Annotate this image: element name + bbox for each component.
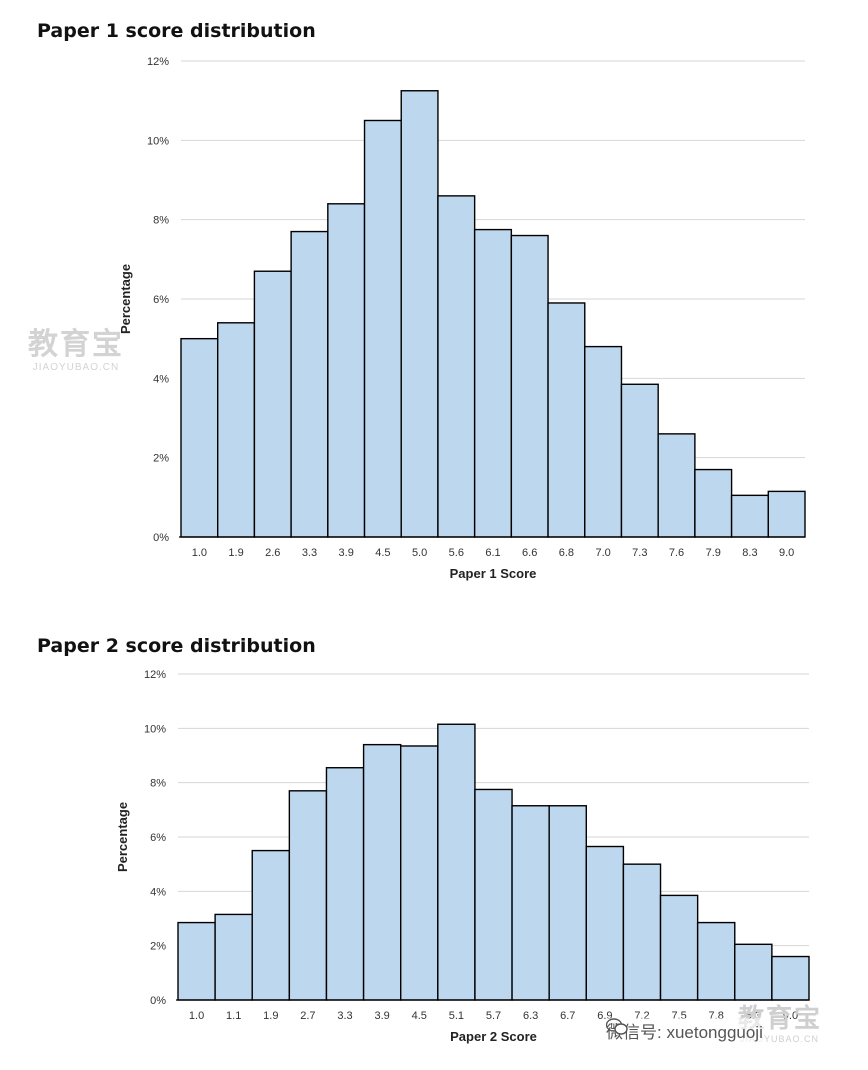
x-tick-label: 1.0: [189, 1010, 204, 1022]
chart-title: Paper 1 score distribution: [37, 20, 316, 42]
bar: [253, 270, 292, 538]
x-tick-label: 7.3: [632, 547, 647, 559]
bar: [511, 805, 550, 1001]
x-tick-label: 3.9: [374, 1010, 389, 1022]
bar: [584, 345, 623, 538]
y-tick-label: 2%: [150, 941, 166, 953]
x-tick-label: 5.1: [449, 1010, 464, 1022]
x-tick-label: 5.0: [412, 547, 427, 559]
y-tick-label: 8%: [150, 778, 166, 790]
x-tick-label: 4.5: [412, 1010, 427, 1022]
bar: [473, 228, 513, 538]
bar: [771, 955, 810, 1001]
bar: [214, 913, 253, 1001]
x-tick-label: 1.0: [192, 547, 207, 559]
bar: [362, 743, 402, 1001]
bar: [325, 767, 365, 1001]
x-axis-label: Paper 2 Score: [450, 1029, 537, 1044]
wechat-id-text: 微信号: xuetongguoji: [606, 1023, 763, 1042]
y-tick-label: 8%: [153, 215, 169, 227]
bar: [251, 849, 291, 1001]
x-axis-label: Paper 1 Score: [450, 566, 537, 581]
x-tick-label: 2.7: [300, 1010, 315, 1022]
bar: [734, 943, 773, 1001]
wechat-icon: [606, 1018, 628, 1035]
bar: [177, 921, 216, 1001]
y-tick-label: 10%: [147, 135, 169, 147]
x-tick-label: 9.0: [783, 1010, 798, 1022]
x-tick-label: 3.9: [339, 547, 354, 559]
bar: [547, 302, 586, 538]
x-tick-label: 5.7: [486, 1010, 501, 1022]
y-tick-label: 4%: [153, 373, 169, 385]
bar: [400, 745, 439, 1001]
x-tick-label: 9.0: [779, 547, 794, 559]
y-tick-label: 10%: [144, 723, 166, 735]
chart-svg: 0% 2% 4% 6% 8% 10% 12% 1.0 1.1 1.9 2.7 3.3 3.9 4.5 5.1…: [115, 669, 810, 1044]
bar: [327, 203, 366, 538]
y-tick-label: 12%: [147, 56, 169, 68]
x-tick-label: 7.9: [706, 547, 721, 559]
wechat-id: 微信号: xuetongguoji: [606, 1018, 763, 1043]
y-tick-label: 0%: [150, 995, 166, 1007]
bar: [217, 322, 256, 538]
bar: [474, 788, 513, 1001]
bar: [437, 195, 476, 538]
watermark-subtext: JIAOYUBAO.CN: [32, 362, 120, 373]
bar: [288, 790, 328, 1001]
x-tick-label: 1.9: [263, 1010, 278, 1022]
bar: [694, 468, 733, 538]
x-tick-label: 3.3: [302, 547, 317, 559]
bar: [730, 494, 769, 538]
y-tick-label: 6%: [153, 294, 169, 306]
y-axis-label: Percentage: [118, 264, 133, 334]
bar: [620, 383, 659, 538]
bar: [510, 234, 549, 538]
y-tick-label: 12%: [144, 669, 166, 681]
chart-paper2: Paper 2 score distribution 0% 2% 4% 6% 8% 10%…: [0, 615, 868, 1070]
bar: [657, 433, 696, 538]
bar: [290, 230, 329, 538]
bar: [659, 894, 699, 1001]
x-tick-label: 7.0: [595, 547, 610, 559]
y-tick-label: 2%: [153, 453, 169, 465]
bar: [363, 119, 402, 538]
x-tick-label: 8.3: [742, 547, 757, 559]
x-tick-label: 5.6: [449, 547, 464, 559]
watermark-logo: 教育宝 JIAOYUBAO.CN: [16, 328, 136, 373]
x-tick-label: 6.3: [523, 1010, 538, 1022]
y-tick-label: 4%: [150, 886, 166, 898]
x-tick-label: 6.8: [559, 547, 574, 559]
bar: [585, 845, 625, 1001]
bar: [400, 90, 439, 538]
bar: [180, 337, 219, 538]
bar: [767, 490, 806, 538]
y-tick-label: 6%: [150, 832, 166, 844]
x-tick-label: 1.1: [226, 1010, 241, 1022]
bar: [622, 863, 662, 1001]
y-axis-label: Percentage: [115, 802, 130, 872]
x-tick-label: 1.9: [228, 547, 243, 559]
x-tick-label: 6.7: [560, 1010, 575, 1022]
bar: [696, 921, 736, 1001]
chart-title: Paper 2 score distribution: [37, 635, 316, 657]
x-tick-label: 3.3: [337, 1010, 352, 1022]
y-tick-label: 0%: [153, 532, 169, 544]
x-tick-label: 4.5: [375, 547, 390, 559]
bar: [437, 723, 476, 1001]
chart-paper1: Paper 1 score distribution 0% 2% 4% 6% 8% 10%…: [37, 20, 806, 581]
x-tick-label: 6.6: [522, 547, 537, 559]
x-tick-label: 2.6: [265, 547, 280, 559]
x-tick-label: 7.6: [669, 547, 684, 559]
chart-svg: 0% 2% 4% 6% 8% 10% 12% 1.0 1.9 2.6 3.3 3.9 4.5 5.0 5.6…: [118, 56, 806, 581]
watermark-logo-subtext: JIAOYUBAO.CN: [740, 1034, 820, 1044]
x-tick-label: 6.1: [485, 547, 500, 559]
watermark-wechat: 教育宝 JIAOYUBAO.CN 微信号: xuetongguoji: [598, 1003, 868, 1058]
bar: [548, 805, 587, 1001]
watermark-text: 教育宝: [28, 328, 124, 361]
